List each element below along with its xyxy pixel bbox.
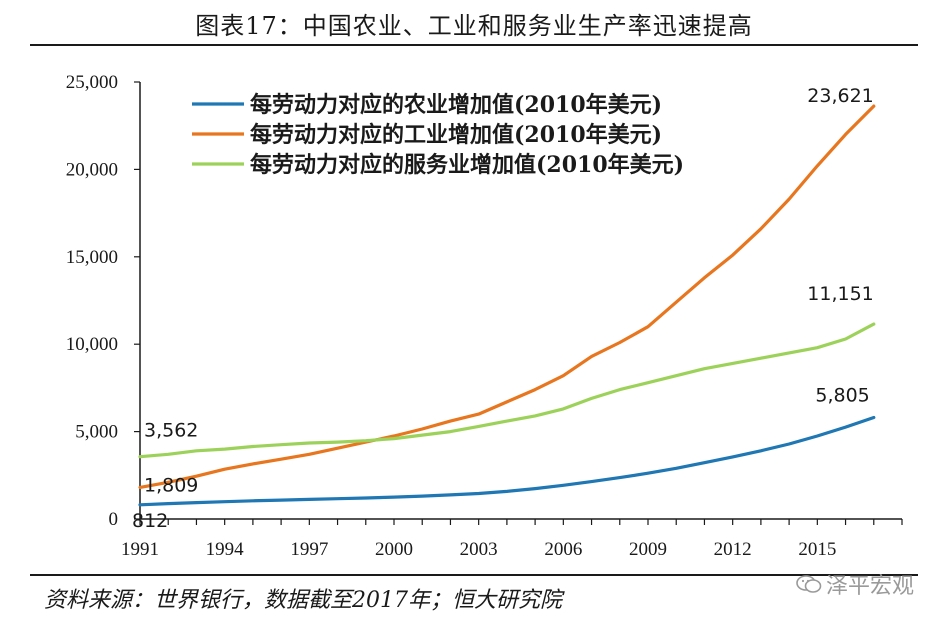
x-tick-label: 1994 — [206, 539, 245, 560]
x-tick-label: 2000 — [375, 539, 413, 560]
data-label: 1,809 — [144, 474, 198, 496]
y-tick-label: 15,000 — [66, 247, 118, 268]
chart-title: 图表17：中国农业、工业和服务业生产率迅速提高 — [195, 12, 753, 40]
watermark: 泽平宏观 — [796, 568, 914, 600]
x-tick-label: 2012 — [714, 539, 752, 560]
watermark-text: 泽平宏观 — [826, 574, 915, 599]
source-note: 资料来源：世界银行，数据截至2017年；恒大研究院 — [44, 588, 562, 613]
y-tick-label: 10,000 — [66, 334, 118, 355]
x-tick-label: 2015 — [798, 539, 836, 560]
data-label: 5,805 — [815, 385, 869, 407]
wechat-icon — [796, 575, 822, 593]
title-rule — [30, 44, 918, 46]
footer-rule — [30, 574, 918, 576]
x-tick-label: 2006 — [544, 539, 582, 560]
data-label: 23,621 — [807, 85, 873, 107]
x-tick-label: 2009 — [629, 539, 667, 560]
series-line-agriculture — [138, 415, 876, 507]
data-label: 812 — [132, 510, 168, 532]
legend-label-services: 每劳动力对应的服务业增加值(2010年美元) — [250, 152, 684, 178]
legend-label-industry: 每劳动力对应的工业增加值(2010年美元) — [250, 122, 662, 148]
legend-label-agriculture: 每劳动力对应的农业增加值(2010年美元) — [250, 92, 662, 118]
series-line-services — [138, 322, 876, 459]
x-tick-label: 1997 — [290, 539, 328, 560]
y-tick-label: 0 — [109, 509, 119, 530]
x-tick-label: 1991 — [121, 539, 159, 560]
x-tick-label: 2003 — [460, 539, 498, 560]
series-line-industry — [138, 104, 876, 489]
y-tick-label: 5,000 — [75, 422, 118, 443]
data-label: 11,151 — [807, 283, 873, 305]
data-label: 3,562 — [144, 420, 198, 442]
y-tick-label: 20,000 — [66, 159, 118, 180]
y-tick-label: 25,000 — [66, 72, 118, 93]
